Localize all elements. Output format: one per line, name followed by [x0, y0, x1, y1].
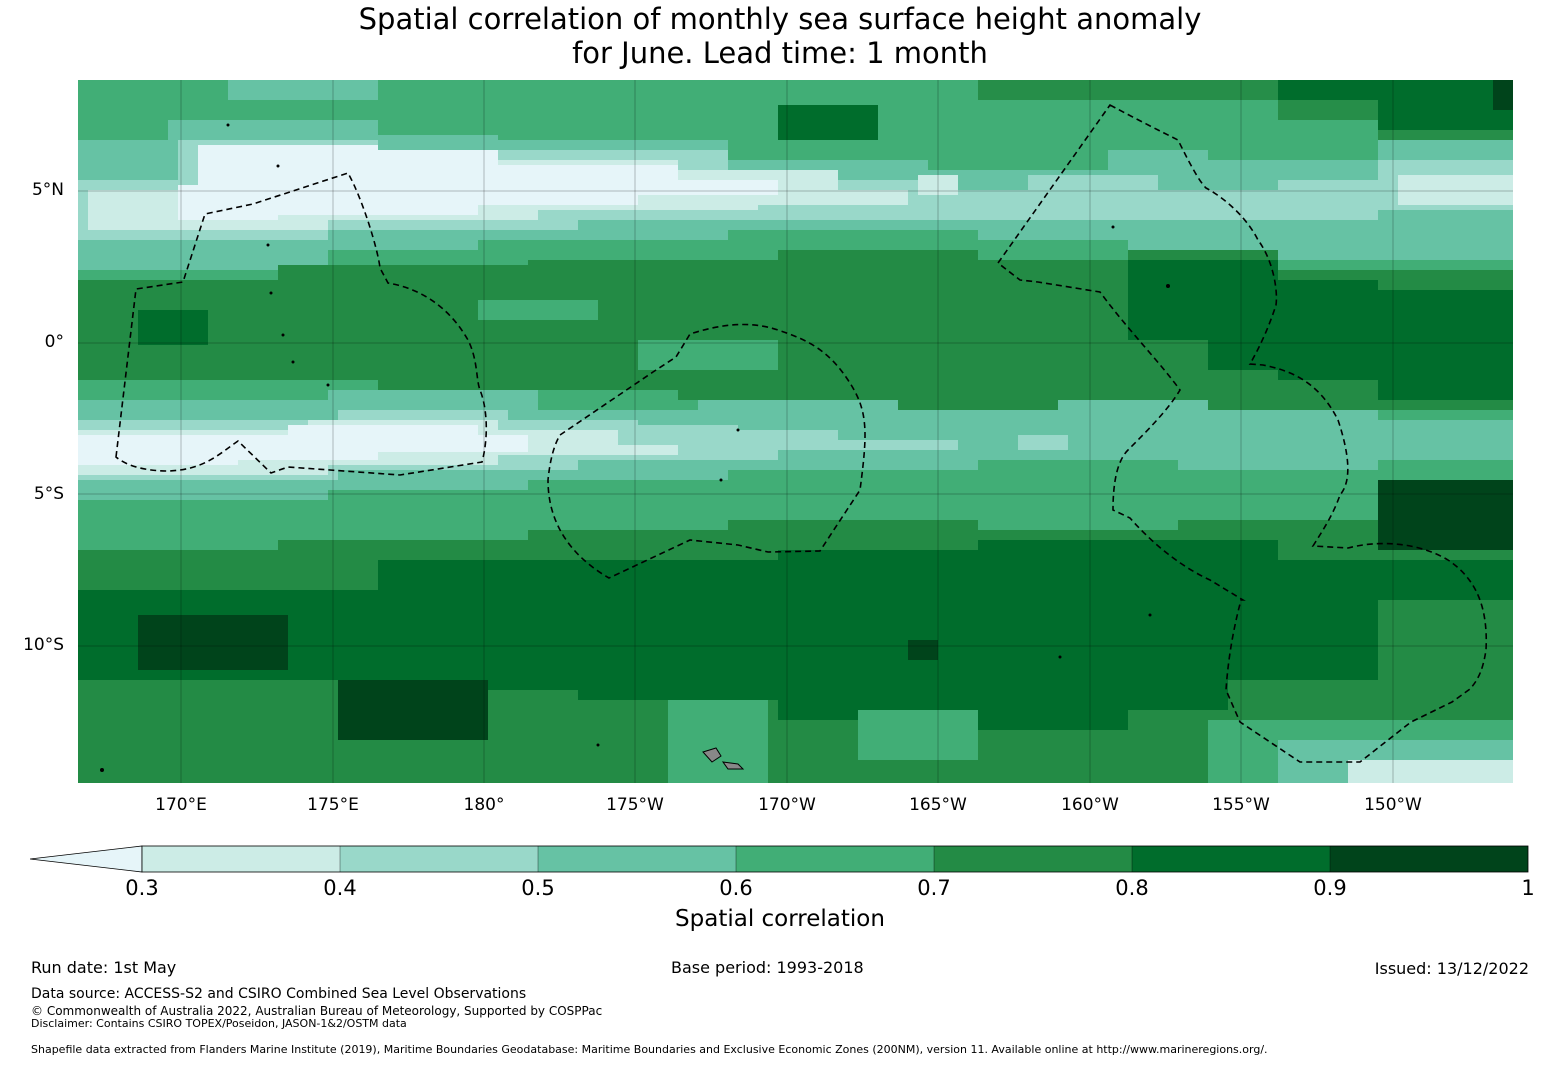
region-north-west-0.5-0.6 — [78, 80, 378, 100]
colorbar-outline — [141, 845, 1529, 873]
band-north-lt-0.3 — [178, 145, 778, 220]
islands — [702, 747, 745, 770]
eez-tokelau — [547, 323, 866, 579]
colorbar-seg-0.6-0.7 — [736, 846, 934, 872]
base-period: Base period: 1993-2018 — [671, 958, 864, 977]
patch-0.9-1-small — [908, 640, 938, 660]
lon-label-180: 180° — [463, 795, 505, 815]
chart-title: Spatial correlation of monthly sea surfa… — [0, 2, 1560, 70]
colorbar-tick: 0.7 — [917, 876, 951, 900]
small-islands — [100, 123, 1170, 772]
region-north-0.7-0.8 — [78, 80, 1513, 140]
patch-0.3-0.4 — [918, 175, 958, 195]
lon-label-150w: 150°W — [1364, 795, 1422, 815]
issued-date: Issued: 13/12/2022 — [1374, 959, 1529, 978]
patch-south-0.6-0.7-b — [858, 710, 978, 760]
patch-south-0.9-1 — [338, 680, 488, 740]
graticule — [78, 80, 1513, 783]
lat-label-0: 0° — [44, 332, 64, 352]
patch-equator-0.6-0.7 — [478, 300, 598, 320]
colorbar-tick: 0.9 — [1313, 876, 1347, 900]
lon-label-175w: 175°W — [606, 795, 664, 815]
lon-label-165w: 165°W — [909, 795, 967, 815]
colorbar-seg-0.3-0.4 — [142, 846, 340, 872]
colorbar-tick: 0.4 — [323, 876, 357, 900]
band-south-lt-0.3 — [78, 425, 528, 465]
colorbar-tick: 1 — [1521, 876, 1535, 900]
disclaimer: Disclaimer: Contains CSIRO TOPEX/Poseido… — [31, 1017, 407, 1030]
patch-south-east-0.3-0.4 — [1348, 760, 1513, 783]
patch-south-west-0.9-1 — [138, 615, 288, 670]
lat-label-10s: 10°S — [23, 635, 64, 655]
lat-label-5n: 5°N — [31, 180, 64, 200]
correlation-map — [78, 80, 1513, 783]
colorbar-seg-0.8-0.9 — [1132, 846, 1330, 872]
lon-label-170w: 170°W — [758, 795, 816, 815]
colorbar-label: Spatial correlation — [675, 906, 885, 932]
patch-equator-0.6-0.7-b — [638, 340, 778, 370]
shapefile-credit: Shapefile data extracted from Flanders M… — [31, 1043, 1268, 1056]
patch-south-0.6-0.7 — [668, 700, 768, 783]
eez-boundaries — [115, 103, 1488, 763]
samoa-island-2 — [721, 761, 745, 770]
samoa-island — [702, 747, 722, 763]
patch-south-0.4-0.5 — [1018, 435, 1068, 450]
colorbar-tick: 0.6 — [719, 876, 753, 900]
region-ne-corner-0.9-1 — [1493, 80, 1513, 110]
lat-label-5s: 5°S — [33, 484, 64, 504]
colorbar-seg-0.7-0.8 — [934, 846, 1132, 872]
band-equator-east-0.8-0.9 — [1128, 260, 1513, 400]
patch-south-east-0.9-1 — [1378, 480, 1513, 550]
colorbar-extend-min — [30, 845, 143, 873]
title-line-2: for June. Lead time: 1 month — [572, 36, 988, 70]
data-source: Data source: ACCESS-S2 and CSIRO Combine… — [31, 986, 527, 1002]
copyright: © Commonwealth of Australia 2022, Austra… — [31, 1004, 603, 1018]
colorbar-seg-0.4-0.5 — [340, 846, 538, 872]
lon-label-170e: 170°E — [155, 795, 207, 815]
colorbar-seg-0.5-0.6 — [538, 846, 736, 872]
colorbar-tick: 0.8 — [1115, 876, 1149, 900]
lon-label-160w: 160°W — [1061, 795, 1119, 815]
lon-label-175e: 175°E — [307, 795, 359, 815]
colorbar-tick: 0.5 — [521, 876, 555, 900]
lon-label-155w: 155°W — [1212, 795, 1270, 815]
band-north-east-0.3-0.4 — [1398, 175, 1513, 205]
eez-phoenix-line-islands — [996, 103, 1488, 763]
region-north-patch-0.8-0.9 — [778, 105, 878, 140]
patch-equator-west-0.8-0.9 — [138, 310, 208, 345]
run-date: Run date: 1st May — [31, 958, 177, 977]
colorbar-tick: 0.3 — [125, 876, 159, 900]
colorbar — [30, 845, 1529, 873]
colorbar-dividers — [339, 846, 1331, 872]
region-north-east-0.8-0.9 — [1278, 80, 1513, 130]
map-svg — [78, 80, 1513, 783]
title-line-1: Spatial correlation of monthly sea surfa… — [358, 2, 1202, 36]
colorbar-seg-0.9-1 — [1330, 846, 1528, 872]
